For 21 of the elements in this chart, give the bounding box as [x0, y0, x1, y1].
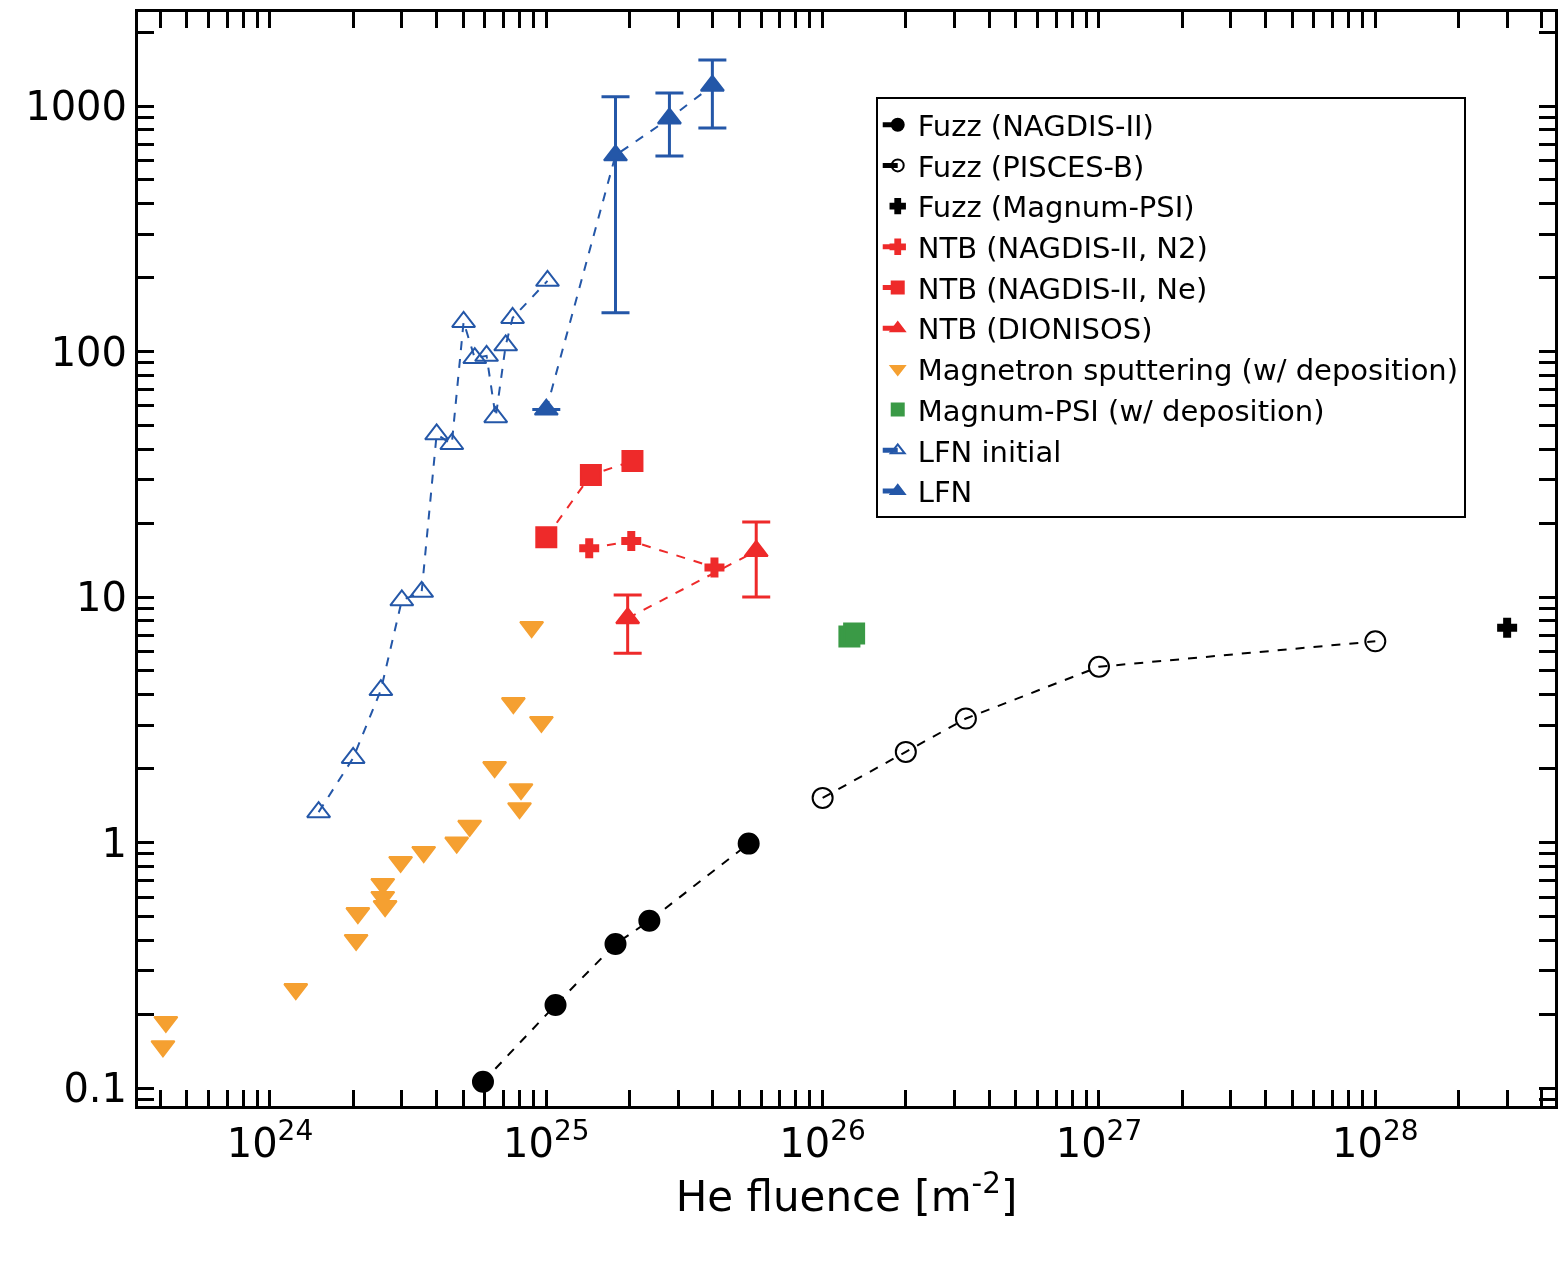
- legend-label: Fuzz (PISCES-B): [917, 149, 1145, 184]
- legend-label: Fuzz (NAGDIS-II): [917, 108, 1154, 143]
- y-tick-label: 0.1: [63, 1065, 127, 1112]
- x-tick-label: 10$^{28}$: [1332, 1114, 1419, 1166]
- x-tick-label: 10$^{25}$: [503, 1114, 590, 1166]
- x-tick-label: 10$^{24}$: [226, 1114, 314, 1166]
- legend-label: LFN initial: [917, 434, 1062, 469]
- legend-label: Fuzz (Magnum-PSI): [917, 190, 1195, 225]
- legend-label: LFN: [917, 475, 973, 510]
- legend-label: NTB (DIONISOS): [917, 312, 1153, 347]
- y-tick-label: 10: [76, 574, 127, 621]
- y-tick-label: 1000: [25, 83, 127, 130]
- legend-label: Magnum-PSI (w/ deposition): [917, 393, 1325, 428]
- legend-label: NTB (NAGDIS-II, N2): [917, 231, 1208, 266]
- legend-label: Magnetron sputtering (w/ deposition): [917, 353, 1459, 388]
- y-tick-label: 1: [101, 819, 127, 866]
- y-tick-label: 100: [50, 328, 127, 375]
- x-tick-label: 10$^{27}$: [1055, 1114, 1143, 1166]
- x-axis-title: He fluence [m$^{-2}$]: [675, 1166, 1018, 1221]
- x-tick-label: 10$^{26}$: [779, 1114, 866, 1166]
- legend-label: NTB (NAGDIS-II, Ne): [917, 271, 1208, 306]
